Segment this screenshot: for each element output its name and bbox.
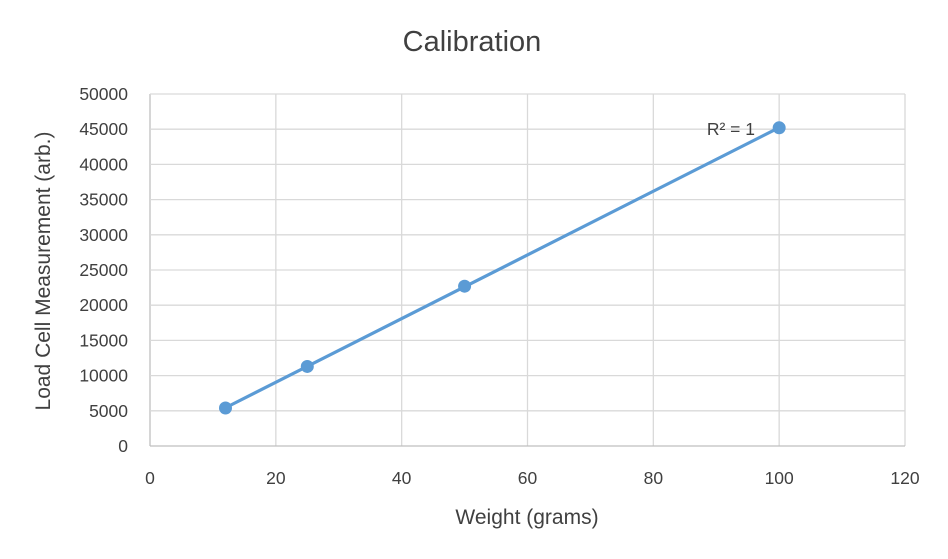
y-tick-label: 35000 xyxy=(79,190,128,210)
y-tick-label: 15000 xyxy=(79,330,128,350)
x-axis-label: Weight (grams) xyxy=(455,506,598,529)
y-tick-label: 45000 xyxy=(79,119,128,139)
x-tick-label: 80 xyxy=(644,468,664,488)
y-tick-label: 5000 xyxy=(89,401,128,421)
x-tick-label: 20 xyxy=(266,468,286,488)
y-tick-label: 25000 xyxy=(79,260,128,280)
x-tick-label: 100 xyxy=(765,468,794,488)
y-axis-label: Load Cell Measurement (arb.) xyxy=(32,132,55,411)
gridlines xyxy=(149,93,906,447)
y-tick-label: 50000 xyxy=(79,84,128,104)
axes: 0 20 40 60 80 100 120 0 5000 10000 15000 20000 25000… xyxy=(79,84,920,488)
y-tick-label: 10000 xyxy=(79,366,128,386)
x-tick-label: 0 xyxy=(145,468,155,488)
data-point xyxy=(219,401,232,415)
x-tick-label: 120 xyxy=(890,468,919,488)
chart-title: Calibration xyxy=(403,26,542,58)
data-points xyxy=(219,121,786,415)
data-point xyxy=(458,279,472,293)
data-point xyxy=(300,359,314,373)
y-tick-label: 20000 xyxy=(79,295,128,315)
x-tick-label: 60 xyxy=(518,468,538,488)
y-tick-label: 30000 xyxy=(79,225,128,245)
y-tick-label: 0 xyxy=(118,436,128,456)
trendline xyxy=(223,125,781,410)
y-tick-label: 40000 xyxy=(79,154,128,174)
x-tick-label: 40 xyxy=(392,468,412,488)
trendline-layer xyxy=(223,125,781,410)
data-point xyxy=(772,121,786,135)
r-squared-annotation: R² = 1 xyxy=(707,119,755,139)
